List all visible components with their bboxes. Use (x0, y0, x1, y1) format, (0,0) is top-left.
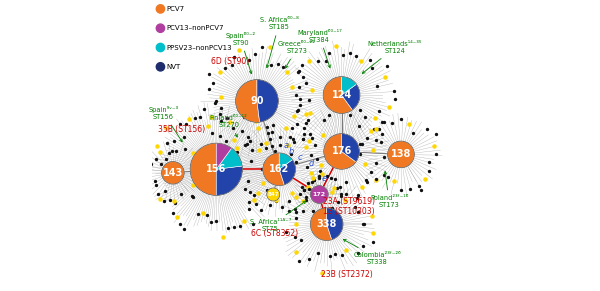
Wedge shape (216, 143, 232, 169)
Wedge shape (216, 166, 242, 195)
Text: Maryland⁶⁰⁻¹⁷
ST384: Maryland⁶⁰⁻¹⁷ ST384 (297, 29, 341, 68)
Circle shape (156, 5, 164, 13)
Text: 124: 124 (331, 90, 352, 100)
Text: PCV7: PCV7 (166, 6, 185, 12)
Wedge shape (263, 153, 284, 186)
Text: Netherlands¹⁴⁻³⁵
ST124: Netherlands¹⁴⁻³⁵ ST124 (362, 41, 422, 73)
Text: PPSV23–nonPCV13: PPSV23–nonPCV13 (166, 45, 232, 51)
Wedge shape (267, 188, 280, 201)
Text: Poland²³ᶠ⁻¹⁶
ST173: Poland²³ᶠ⁻¹⁶ ST173 (370, 171, 408, 208)
Text: e: e (321, 174, 326, 183)
Wedge shape (324, 134, 356, 169)
Text: S. Africa¹¹ᴬ⁻⁷
ST75: S. Africa¹¹ᴬ⁻⁷ ST75 (250, 201, 306, 232)
Wedge shape (341, 77, 356, 95)
Wedge shape (216, 148, 242, 169)
Text: d: d (308, 159, 314, 168)
Wedge shape (161, 162, 184, 184)
Text: 172: 172 (313, 192, 326, 197)
Wedge shape (341, 134, 359, 162)
Text: Colombia²³ᶠ⁻²⁶
ST338: Colombia²³ᶠ⁻²⁶ ST338 (343, 239, 401, 265)
Text: 156: 156 (206, 164, 226, 174)
Text: c: c (298, 153, 302, 162)
Wedge shape (310, 186, 328, 203)
Wedge shape (257, 79, 278, 122)
Text: 13 (ST10303): 13 (ST10303) (323, 207, 375, 216)
Wedge shape (310, 208, 332, 241)
Text: NVT: NVT (166, 64, 181, 70)
Wedge shape (341, 84, 360, 110)
Wedge shape (323, 77, 352, 113)
Text: 138: 138 (391, 149, 411, 159)
Circle shape (156, 43, 164, 52)
Wedge shape (190, 143, 216, 195)
Text: 6C (ST8352): 6C (ST8352) (251, 230, 298, 239)
Text: 176: 176 (331, 146, 352, 157)
Circle shape (156, 63, 164, 71)
Text: 6D (ST90): 6D (ST90) (211, 57, 250, 66)
Text: Finland⁶⁰⁻¹²
ST270: Finland⁶⁰⁻¹² ST270 (210, 115, 248, 137)
Text: 162: 162 (269, 164, 289, 174)
Text: 143: 143 (163, 168, 183, 178)
Text: 338: 338 (317, 219, 337, 229)
Text: 847: 847 (268, 192, 279, 197)
Wedge shape (279, 160, 296, 185)
Wedge shape (327, 208, 343, 240)
Text: PCV13–nonPCV7: PCV13–nonPCV7 (166, 25, 224, 31)
Text: 23A (ST9619): 23A (ST9619) (323, 197, 375, 206)
Text: a: a (283, 141, 289, 150)
Text: Spain⁶⁰⁻²
ST90: Spain⁶⁰⁻² ST90 (226, 32, 256, 74)
Text: 90: 90 (250, 96, 263, 106)
Wedge shape (236, 79, 260, 122)
Text: Greece⁶⁰⁻²²
ST273: Greece⁶⁰⁻²² ST273 (278, 41, 316, 68)
Text: 23B (ST2372): 23B (ST2372) (321, 270, 373, 279)
Text: S. Africa⁶⁰⁻⁸
ST185: S. Africa⁶⁰⁻⁸ ST185 (260, 17, 299, 68)
Text: b: b (289, 147, 294, 156)
Text: 35B (ST156): 35B (ST156) (158, 125, 205, 134)
Text: Spain⁹ᵛ⁻³
ST156: Spain⁹ᵛ⁻³ ST156 (148, 106, 182, 142)
Wedge shape (279, 153, 292, 169)
Wedge shape (388, 141, 415, 168)
Circle shape (156, 24, 164, 32)
